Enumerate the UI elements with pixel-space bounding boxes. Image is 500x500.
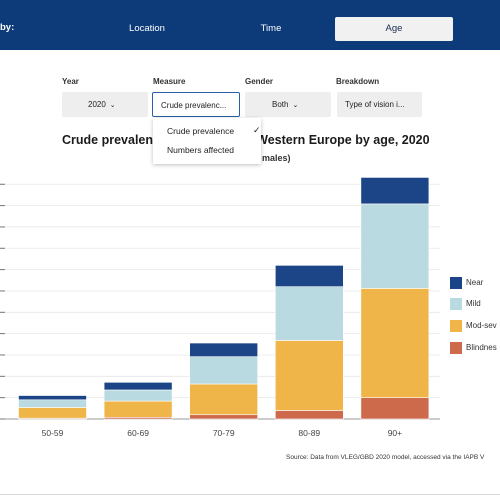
bar-segment-mod-sev-70-79[interactable] [189, 383, 258, 416]
by-label: by: [0, 22, 15, 33]
checkmark-icon: ✓ [253, 125, 261, 135]
legend-label-blindness: Blindnes [466, 343, 497, 352]
x-tick-label: 50-59 [42, 428, 64, 438]
bar-segment-mod-sev-50-59[interactable] [18, 407, 87, 419]
chevron-down-icon: ⌄ [109, 102, 116, 109]
year-select[interactable]: 2020 ⌄ [62, 92, 148, 117]
breakdown-filter-label: Breakdown [336, 77, 380, 86]
menu-option-crude-prevalence[interactable]: Crude prevalence [167, 126, 235, 136]
breakdown-select-value: Type of vision i... [345, 100, 405, 109]
measure-select-value: Crude prevalenc... [161, 101, 227, 110]
chart-title: Crude prevalen n Western Europe by age, 2… [62, 133, 430, 147]
bar-segment-mod-sev-90+[interactable] [360, 288, 430, 398]
tab-age[interactable]: Age [335, 17, 453, 41]
measure-dropdown-menu: Crude prevalence ✓ Numbers affected [153, 118, 261, 164]
legend-swatch-mod-sev [450, 320, 462, 332]
bar-segment-near-70-79[interactable] [189, 342, 258, 357]
chart-title-right: n Western Europe by age, 2020 [245, 133, 430, 147]
x-tick-label: 70-79 [213, 428, 235, 438]
breakdown-select[interactable]: Type of vision i... [337, 92, 422, 117]
gender-select-value: Both [272, 100, 289, 109]
year-filter-label: Year [62, 77, 79, 86]
bar-segment-mild-90+[interactable] [360, 203, 430, 289]
bar-segment-mild-60-69[interactable] [103, 389, 173, 402]
measure-select[interactable]: Crude prevalenc... [152, 92, 240, 117]
bar-segment-mod-sev-80-89[interactable] [274, 340, 344, 411]
menu-option-numbers-affected[interactable]: Numbers affected [167, 145, 234, 155]
legend-swatch-mild [450, 298, 462, 310]
bar-segment-blindness-90+[interactable] [360, 397, 430, 420]
legend-label-mild: Mild [466, 299, 481, 308]
chart-title-left: Crude prevalen [62, 133, 154, 147]
bar-segment-mild-50-59[interactable] [18, 399, 87, 408]
bar-segment-near-80-89[interactable] [274, 265, 344, 287]
chart-subtitle: males) [262, 153, 291, 163]
x-tick-label: 90+ [388, 428, 402, 438]
gender-select[interactable]: Both ⌄ [245, 92, 331, 117]
source-note: Source: Data from VLEG/GBD 2020 model, a… [286, 454, 485, 461]
bar-segment-blindness-70-79[interactable] [189, 414, 258, 420]
chevron-down-icon: ⌄ [292, 102, 299, 109]
bar-segment-mild-70-79[interactable] [189, 356, 258, 385]
legend-label-mod-sev: Mod-sev [466, 321, 497, 330]
bar-segment-near-60-69[interactable] [103, 381, 173, 391]
bar-segment-blindness-80-89[interactable] [274, 410, 344, 420]
bar-segment-mod-sev-60-69[interactable] [103, 400, 173, 418]
legend-swatch-blindness [450, 342, 462, 354]
year-select-value: 2020 [88, 100, 106, 109]
tab-time[interactable]: Time [260, 23, 282, 34]
x-tick-label: 80-89 [298, 428, 320, 438]
gender-filter-label: Gender [245, 77, 274, 86]
tab-location[interactable]: Location [129, 23, 165, 34]
bar-segment-mild-80-89[interactable] [274, 286, 344, 341]
measure-filter-label: Measure [153, 77, 186, 86]
x-tick-label: 60-69 [127, 428, 149, 438]
legend-label-near: Near [466, 278, 484, 287]
bar-segment-near-50-59[interactable] [18, 395, 87, 401]
top-nav-bar: by: Location Time Age [0, 0, 500, 50]
bar-segment-near-90+[interactable] [360, 177, 430, 205]
legend-swatch-near [450, 277, 462, 289]
divider [0, 494, 500, 495]
